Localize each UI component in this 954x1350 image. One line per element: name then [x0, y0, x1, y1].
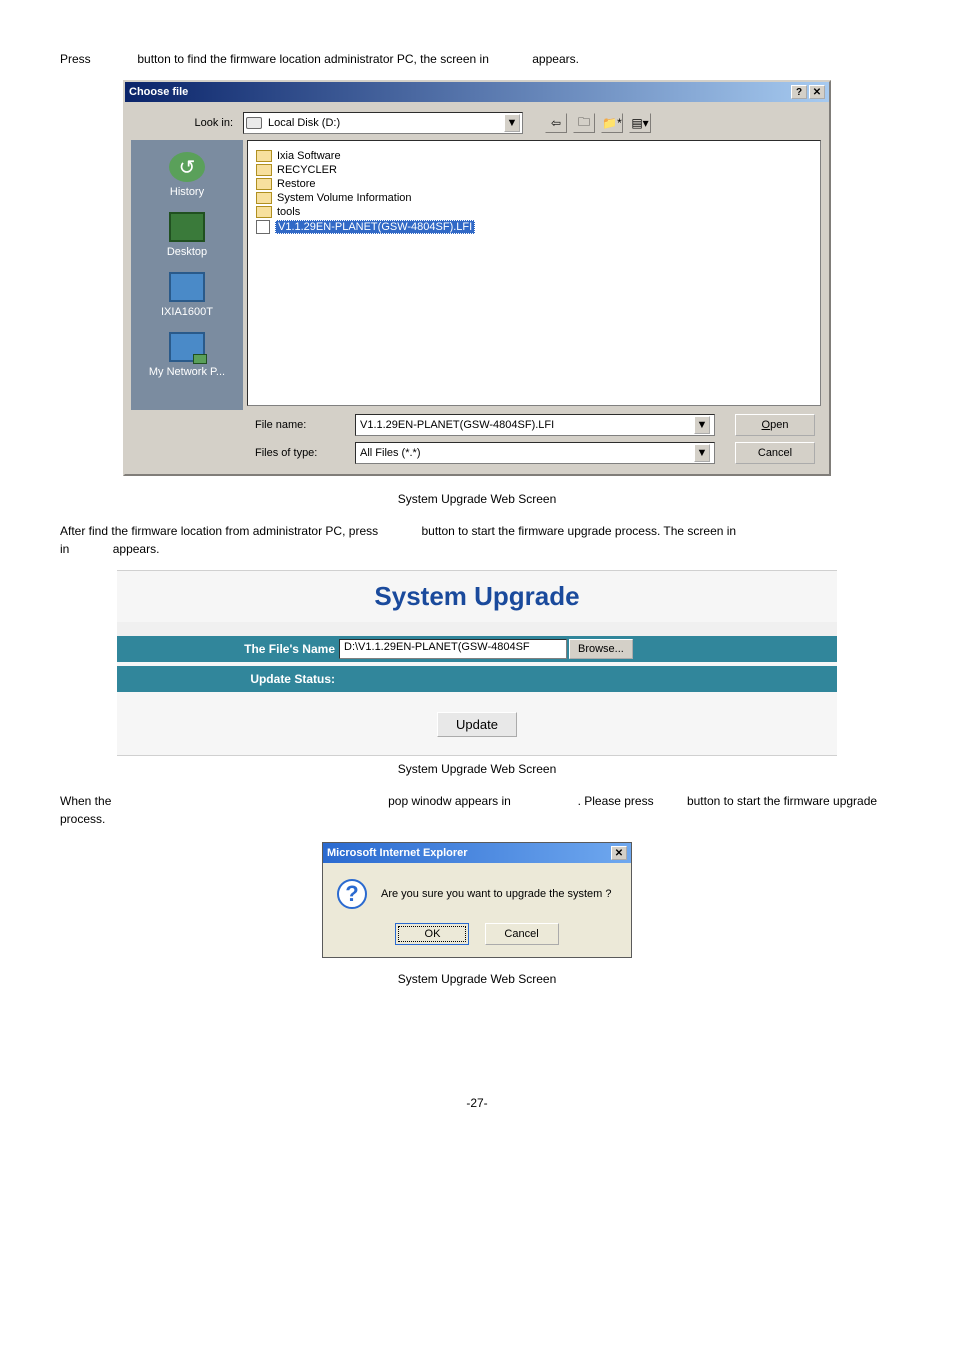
computer-icon — [169, 272, 205, 302]
upgrade-filename-input[interactable]: D:\V1.1.29EN-PLANET(GSW-4804SF — [339, 639, 567, 659]
placeholder-fig1 — [492, 52, 529, 66]
file-type-select[interactable]: All Files (*.*) ▼ — [355, 442, 715, 464]
text: button to find the firmware location adm… — [137, 52, 492, 66]
placeholder-update — [381, 524, 418, 538]
nav-back-icon[interactable]: ⇦ — [545, 113, 567, 133]
ie-confirm-dialog: Microsoft Internet Explorer ✕ ? Are you … — [322, 842, 632, 958]
figure-caption-2: System Upgrade Web Screen — [0, 762, 954, 776]
upgrade-status-label: Update Status: — [117, 672, 339, 686]
list-item[interactable]: RECYCLER — [256, 163, 812, 177]
list-item[interactable]: System Volume Information — [256, 191, 812, 205]
ie-title: Microsoft Internet Explorer — [327, 847, 609, 859]
open-button[interactable]: Open — [735, 414, 815, 436]
ie-message: Are you sure you want to upgrade the sys… — [381, 888, 612, 900]
dialog-titlebar: Choose file ? ✕ — [125, 82, 829, 102]
look-in-select[interactable]: Local Disk (D:) ▼ — [243, 112, 523, 134]
paragraph-after-find: After find the firmware location from ad… — [60, 522, 894, 558]
list-item[interactable]: tools — [256, 205, 812, 219]
place-desktop[interactable]: Desktop — [167, 212, 207, 258]
help-button[interactable]: ? — [791, 85, 807, 99]
place-history[interactable]: ↺ History — [169, 152, 205, 198]
placeholder-popup — [115, 794, 385, 808]
paragraph-press-browse: Press button to find the firmware locati… — [60, 50, 894, 68]
file-type-row: Files of type: All Files (*.*) ▼ Cancel — [125, 440, 829, 474]
look-in-value: Local Disk (D:) — [268, 117, 504, 129]
cancel-button[interactable]: Cancel — [485, 923, 559, 945]
file-list[interactable]: Ixia Software RECYCLER Restore System Vo… — [247, 140, 821, 406]
system-upgrade-panel: System Upgrade The File's Name D:\V1.1.2… — [117, 570, 837, 756]
file-name-row: File name: V1.1.29EN-PLANET(GSW-4804SF).… — [125, 410, 829, 440]
ie-titlebar: Microsoft Internet Explorer ✕ — [323, 843, 631, 863]
placeholder-browse — [94, 52, 134, 66]
disk-icon — [246, 117, 262, 129]
placeholder-fig2 — [73, 542, 110, 556]
file-name-input[interactable]: V1.1.29EN-PLANET(GSW-4804SF).LFI ▼ — [355, 414, 715, 436]
folder-icon — [256, 150, 272, 162]
nav-icons: ⇦ 🗀 📁* ▤▾ — [545, 113, 651, 133]
folder-icon — [256, 206, 272, 218]
look-in-label: Look in: — [133, 117, 243, 129]
nav-newfolder-icon[interactable]: 📁* — [601, 113, 623, 133]
placeholder-ok — [657, 794, 684, 808]
upgrade-status-row: Update Status: — [117, 666, 837, 692]
list-item[interactable]: Ixia Software — [256, 149, 812, 163]
folder-icon — [256, 192, 272, 204]
text: . Please press — [578, 794, 657, 808]
figure-caption-3: System Upgrade Web Screen — [0, 972, 954, 986]
choose-file-dialog: Choose file ? ✕ Look in: Local Disk (D:)… — [123, 80, 831, 476]
file-icon — [256, 220, 270, 234]
folder-icon — [256, 178, 272, 190]
update-button-row: Update — [117, 692, 837, 755]
text: appears. — [113, 542, 160, 556]
update-button[interactable]: Update — [437, 712, 517, 737]
ok-button[interactable]: OK — [395, 923, 469, 945]
upgrade-filename-row: The File's Name D:\V1.1.29EN-PLANET(GSW-… — [117, 636, 837, 662]
ie-body: ? Are you sure you want to upgrade the s… — [323, 863, 631, 915]
history-icon: ↺ — [169, 152, 205, 182]
text: pop winodw appears in — [388, 794, 514, 808]
text: appears. — [532, 52, 579, 66]
text: button to start the firmware upgrade pro… — [421, 524, 736, 538]
places-bar: ↺ History Desktop IXIA1600T My Network P… — [131, 140, 243, 410]
upgrade-filename-label: The File's Name — [117, 642, 339, 656]
close-button[interactable]: ✕ — [611, 846, 627, 860]
file-type-label: Files of type: — [255, 447, 355, 459]
place-computer[interactable]: IXIA1600T — [161, 272, 213, 318]
text: When the — [60, 794, 115, 808]
page-number: -27- — [0, 1096, 954, 1110]
nav-up-icon[interactable]: 🗀 — [573, 113, 595, 133]
cancel-button[interactable]: Cancel — [735, 442, 815, 464]
paragraph-when-popup: When the pop winodw appears in . Please … — [60, 792, 894, 828]
place-network[interactable]: My Network P... — [149, 332, 225, 378]
look-in-row: Look in: Local Disk (D:) ▼ ⇦ 🗀 📁* ▤▾ — [125, 102, 829, 140]
dialog-title: Choose file — [129, 86, 789, 98]
question-icon: ? — [337, 879, 367, 909]
dropdown-icon[interactable]: ▼ — [694, 444, 710, 462]
network-icon — [169, 332, 205, 362]
nav-viewmenu-icon[interactable]: ▤▾ — [629, 113, 651, 133]
file-name-label: File name: — [255, 419, 355, 431]
text: Press — [60, 52, 94, 66]
upgrade-title: System Upgrade — [117, 571, 837, 622]
list-item-selected[interactable]: V1.1.29EN-PLANET(GSW-4804SF).LFI — [256, 219, 812, 235]
list-item[interactable]: Restore — [256, 177, 812, 191]
close-button[interactable]: ✕ — [809, 85, 825, 99]
browse-button[interactable]: Browse... — [569, 639, 633, 659]
figure-caption-1: System Upgrade Web Screen — [0, 492, 954, 506]
dropdown-icon[interactable]: ▼ — [694, 416, 710, 434]
dropdown-icon[interactable]: ▼ — [504, 114, 520, 132]
ie-buttons: OK Cancel — [323, 915, 631, 957]
placeholder-fig3 — [514, 794, 574, 808]
folder-icon — [256, 164, 272, 176]
desktop-icon — [169, 212, 205, 242]
text: After find the firmware location from ad… — [60, 524, 381, 538]
